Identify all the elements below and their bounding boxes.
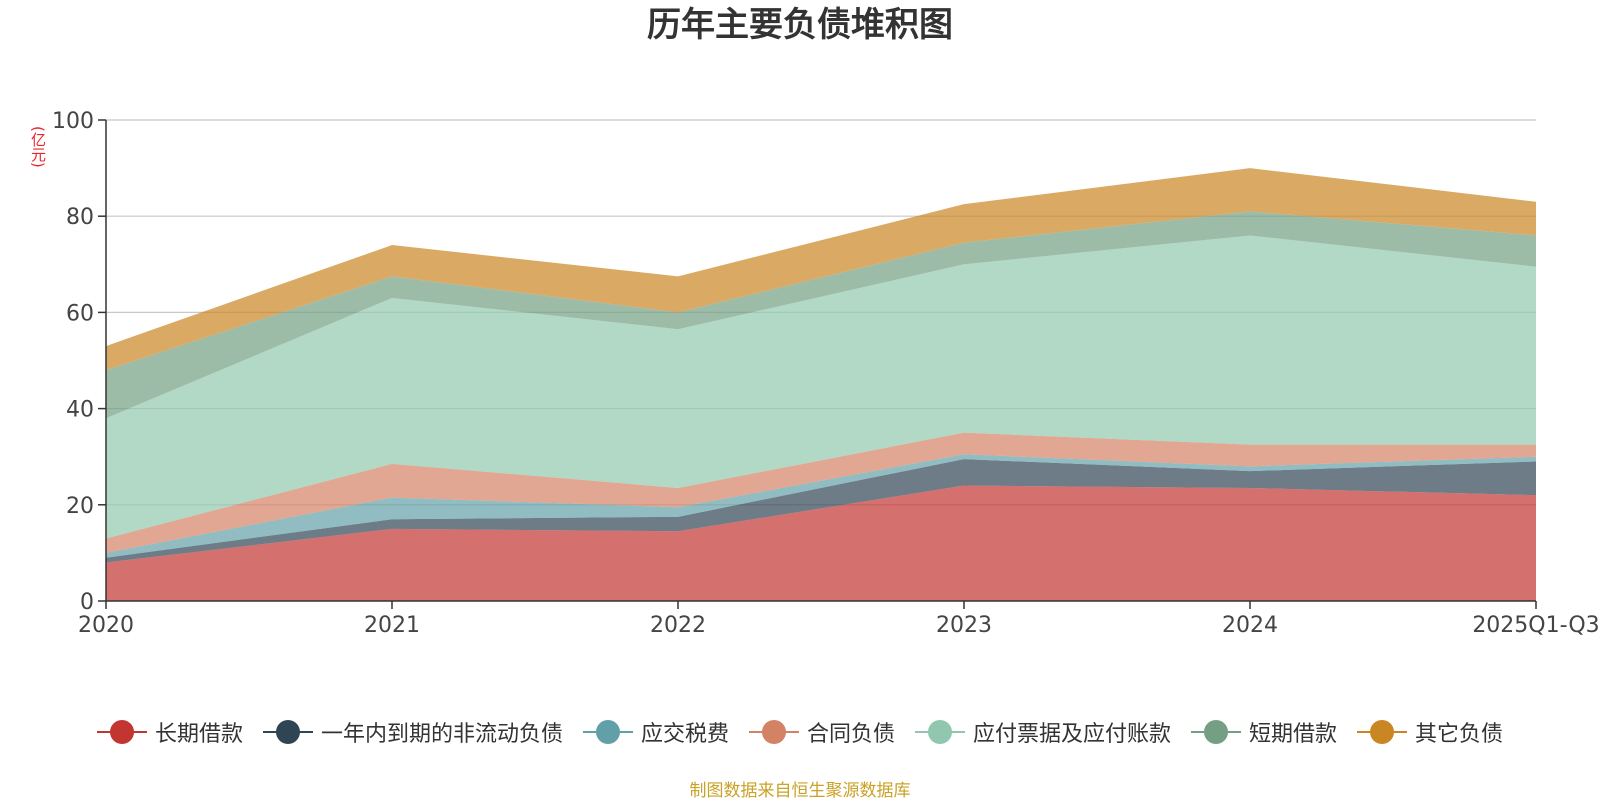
area-series-3 bbox=[106, 432, 1536, 553]
legend-marker-icon bbox=[1191, 719, 1242, 745]
legend-item[interactable]: 其它负债 bbox=[1357, 716, 1503, 748]
legend-dot bbox=[928, 720, 952, 744]
legend-item[interactable]: 一年内到期的非流动负债 bbox=[262, 716, 563, 748]
legend-marker-icon bbox=[96, 719, 147, 745]
x-tick-label: 2021 bbox=[364, 613, 420, 638]
legend-item[interactable]: 合同负债 bbox=[748, 716, 895, 748]
legend-dot bbox=[595, 720, 620, 744]
legend-label: 应交税费 bbox=[640, 722, 729, 747]
legend-label: 短期借款 bbox=[1249, 722, 1338, 747]
legend-label: 其它负债 bbox=[1415, 722, 1504, 747]
legend-item[interactable]: 应付票据及应付账款 bbox=[915, 716, 1171, 748]
legend-label: 一年内到期的非流动负债 bbox=[320, 722, 563, 747]
area-series-5 bbox=[106, 211, 1536, 419]
legend-item[interactable]: 应交税费 bbox=[582, 716, 729, 748]
area-series-1 bbox=[106, 459, 1536, 563]
legend-dot bbox=[275, 720, 300, 744]
x-tick-label: 2022 bbox=[650, 613, 706, 638]
y-tick-label: 20 bbox=[66, 494, 94, 519]
x-tick-label: 2020 bbox=[78, 613, 134, 638]
legend-marker-icon bbox=[915, 719, 965, 745]
y-tick-label: 40 bbox=[66, 398, 94, 423]
legend-dot bbox=[109, 720, 134, 744]
legend-marker-icon bbox=[1357, 719, 1408, 745]
legend-marker-icon bbox=[582, 719, 633, 745]
legend: 长期借款 一年内到期的非流动负债 应交税费 合同负债 应付票据及应付账款 短期借款 其它负债 bbox=[0, 716, 1600, 748]
legend-item[interactable]: 短期借款 bbox=[1191, 716, 1337, 748]
stacked-area-chart: 0 20 40 60 80 100 2020 2021 2022 2023 2024 2025Q1-Q… bbox=[52, 109, 1600, 638]
legend-dot bbox=[1370, 720, 1395, 744]
data-source-note: 制图数据来自恒生聚源数据库 bbox=[689, 781, 911, 801]
x-tick-label: 2025Q1-Q3 bbox=[1472, 613, 1599, 638]
legend-dot bbox=[1204, 720, 1229, 744]
area-series-2 bbox=[106, 454, 1536, 558]
chart-title: 历年主要负债堆积图 bbox=[647, 5, 953, 45]
area-series-4 bbox=[106, 235, 1536, 539]
area-series-0 bbox=[106, 485, 1536, 601]
legend-item[interactable]: 长期借款 bbox=[96, 716, 243, 748]
x-tick-label: 2023 bbox=[936, 613, 992, 638]
y-axis-unit-label: (亿元) bbox=[29, 126, 47, 168]
legend-dot bbox=[761, 720, 786, 744]
legend-label: 应付票据及应付账款 bbox=[973, 722, 1172, 747]
y-tick-label: 60 bbox=[66, 301, 94, 326]
legend-marker-icon bbox=[262, 719, 313, 745]
legend-label: 合同负债 bbox=[806, 722, 895, 747]
legend-label: 长期借款 bbox=[154, 722, 243, 747]
area-series-6 bbox=[106, 168, 1536, 371]
y-tick-label: 0 bbox=[80, 590, 94, 615]
y-tick-label: 80 bbox=[66, 205, 94, 230]
legend-marker-icon bbox=[748, 719, 799, 745]
y-tick-label: 100 bbox=[52, 109, 94, 134]
x-tick-label: 2024 bbox=[1222, 613, 1278, 638]
